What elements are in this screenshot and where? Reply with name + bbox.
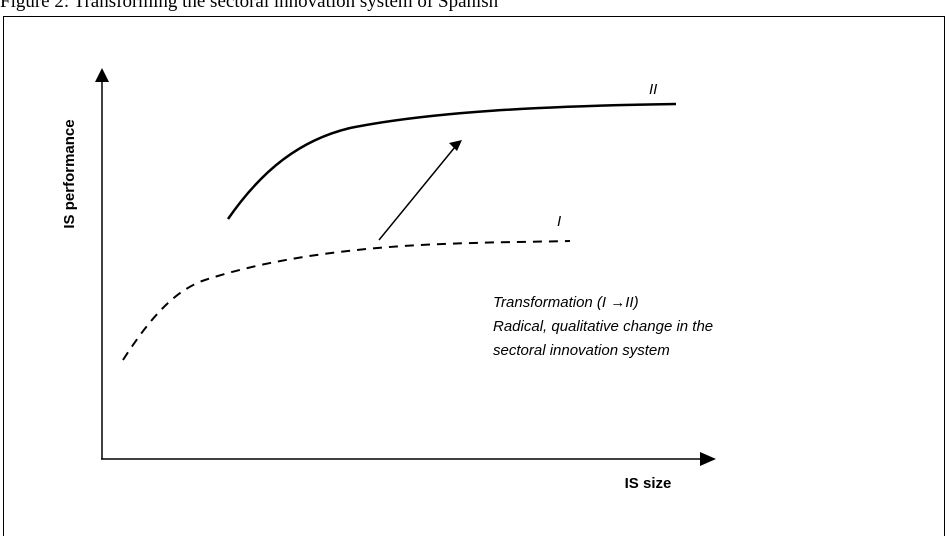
- transformation-arrow: [378, 146, 456, 241]
- x-axis-label: IS size: [625, 475, 672, 492]
- annotation-line-3: sectoral innovation system: [493, 342, 670, 359]
- y-axis-arrowhead: [95, 68, 109, 82]
- figure-caption: Figure 2: Transforming the sectoral inno…: [0, 0, 499, 12]
- annotation-line-1: Transformation (I →II): [493, 294, 639, 311]
- y-axis-label: IS performance: [61, 119, 78, 228]
- x-axis-arrowhead: [700, 452, 716, 466]
- curve-i: [122, 240, 571, 361]
- curve-i-label: I: [557, 213, 561, 230]
- curve-ii-label: II: [649, 81, 657, 98]
- caption-strip: Figure 2: Transforming the sectoral inno…: [0, 0, 949, 20]
- transformation-arrowhead: [449, 140, 462, 151]
- diagram-frame: [3, 16, 945, 536]
- curve-ii: [226, 102, 677, 220]
- annotation-line-2: Radical, qualitative change in the: [493, 318, 713, 335]
